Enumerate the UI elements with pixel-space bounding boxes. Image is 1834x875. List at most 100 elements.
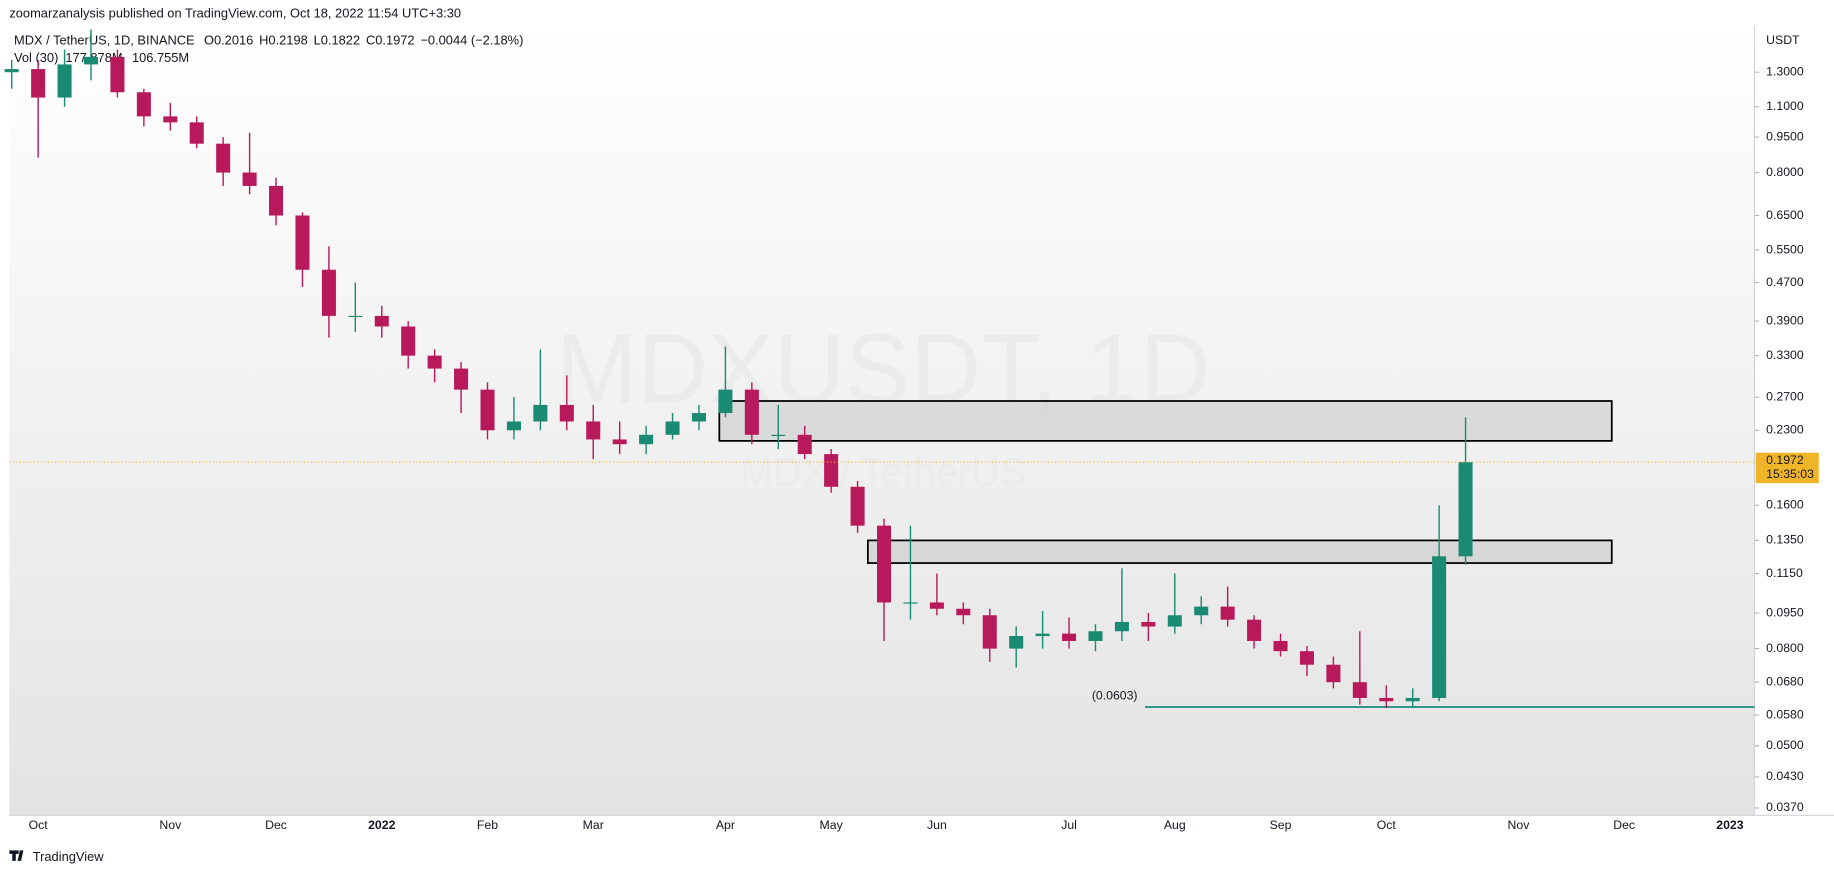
- x-tick-label: Jul: [1061, 818, 1077, 832]
- candle-body: [454, 368, 469, 390]
- legend-ohlc: −0.0044 (−2.18%): [420, 32, 523, 47]
- x-tick-label: Apr: [716, 818, 735, 832]
- candle-body: [295, 215, 310, 270]
- candle-body: [1247, 619, 1262, 641]
- header: zoomarzanalysis published on TradingView…: [9, 5, 461, 20]
- candle-body: [850, 486, 865, 526]
- candle-body: [1194, 606, 1209, 616]
- y-tick-label: 0.8000: [1766, 165, 1804, 179]
- legend-ohlc: L0.1822: [314, 32, 360, 47]
- x-tick-label: Feb: [477, 818, 498, 832]
- x-tick-label: Dec: [265, 818, 287, 832]
- plot-area: [9, 25, 1755, 816]
- candle-body: [269, 185, 284, 216]
- candle-body: [57, 64, 72, 98]
- y-tick-label: 0.0680: [1766, 674, 1804, 688]
- candle-body: [691, 413, 706, 422]
- candle-body: [1141, 621, 1156, 627]
- candle-body: [824, 454, 839, 487]
- footer: TradingView: [33, 849, 104, 864]
- y-tick-label: 0.1150: [1766, 566, 1803, 580]
- candle-body: [31, 69, 46, 98]
- candle-body: [1167, 615, 1182, 627]
- candle-body: [427, 355, 442, 369]
- last-price-label: 0.1972: [1766, 453, 1804, 467]
- candle-body: [242, 172, 257, 186]
- y-tick-label: 0.9500: [1766, 129, 1804, 143]
- x-tick-label: Aug: [1164, 818, 1186, 832]
- x-tick-label: Mar: [583, 818, 604, 832]
- y-tick-label: 0.0370: [1766, 800, 1804, 814]
- x-tick-label: Dec: [1613, 818, 1635, 832]
- candle-body: [903, 602, 918, 604]
- x-tick-label: Nov: [1508, 818, 1531, 832]
- candle-body: [1114, 621, 1129, 632]
- candle-body: [83, 56, 99, 65]
- countdown: 15:35:03: [1766, 467, 1814, 481]
- candle-body: [929, 602, 944, 609]
- candle-body: [1273, 640, 1288, 652]
- y-tick-label: 0.4700: [1766, 275, 1804, 289]
- candle-body: [136, 92, 151, 117]
- zone: [866, 539, 1613, 564]
- candle-body: [1299, 651, 1314, 665]
- x-tick-label: Oct: [1377, 818, 1397, 832]
- marks: 1.3000 1.1000 0.9500 0.8000 0.6500 0.5500 0.47…: [4, 29, 1819, 832]
- legend-volume: Vol (30): [14, 50, 58, 65]
- y-tick-label: 0.0580: [1766, 707, 1804, 721]
- candle-body: [163, 116, 178, 123]
- y-tick-label: 0.0950: [1766, 605, 1804, 619]
- watermark: MDXUSDT, 1D: [556, 314, 1211, 424]
- x-tick-label: May: [820, 818, 844, 832]
- x-tick-label: Jun: [927, 818, 947, 832]
- y-tick-label: 1.1000: [1766, 99, 1804, 113]
- candle-body: [718, 389, 733, 414]
- legend-ohlc: H0.2198: [259, 32, 308, 47]
- candle-body: [374, 315, 389, 327]
- candle-body: [876, 525, 892, 603]
- candle-body: [1009, 636, 1024, 649]
- candle-body: [1458, 462, 1473, 557]
- candle-body: [348, 315, 363, 318]
- candle-body: [1062, 633, 1077, 641]
- candle-body: [586, 421, 601, 440]
- candle-body: [1035, 633, 1050, 637]
- y-tick-label: 0.2700: [1766, 389, 1804, 403]
- x-tick-label: 2023: [1716, 818, 1743, 832]
- x-tick-label: Sep: [1270, 818, 1292, 832]
- candle-body: [4, 69, 19, 73]
- x-tick-label: Oct: [29, 818, 49, 832]
- candle-body: [533, 404, 548, 422]
- y-tick-label: 0.5500: [1766, 242, 1804, 256]
- candle-body: [1088, 631, 1103, 641]
- y-tick-label: 0.1600: [1766, 498, 1804, 512]
- y-tick-label: 0.0430: [1766, 769, 1804, 783]
- y-tick-label: 0.6500: [1766, 208, 1804, 222]
- candle-body: [189, 122, 204, 144]
- candle-body: [797, 434, 812, 455]
- legend-ohlc: C0.1972: [366, 32, 415, 47]
- y-tick-label: 0.1350: [1766, 533, 1804, 547]
- candle-body: [612, 439, 627, 445]
- y-tick-label: 0.3300: [1766, 348, 1804, 362]
- zone: [718, 400, 1613, 442]
- candle-body: [665, 421, 680, 435]
- candle-body: [744, 389, 759, 435]
- candle-body: [321, 269, 336, 316]
- candle-body: [480, 389, 495, 431]
- y-tick-label: 0.2300: [1766, 423, 1804, 437]
- y-tick-label: 0.0800: [1766, 641, 1804, 655]
- candle-body: [1220, 606, 1235, 620]
- y-tick-label: 1.3000: [1766, 64, 1804, 78]
- candle-body: [956, 608, 971, 616]
- support-label: (0.0603): [1092, 689, 1138, 703]
- candle-body: [1326, 664, 1341, 683]
- candle-body: [639, 434, 654, 445]
- candle-body: [110, 56, 125, 93]
- legend-symbol: MDX / TetherUS, 1D, BINANCE: [14, 32, 195, 47]
- footer-logo: TradingView: [9, 849, 104, 864]
- x-tick-label: 2022: [368, 818, 395, 832]
- y-tick-label: 0.3900: [1766, 313, 1804, 327]
